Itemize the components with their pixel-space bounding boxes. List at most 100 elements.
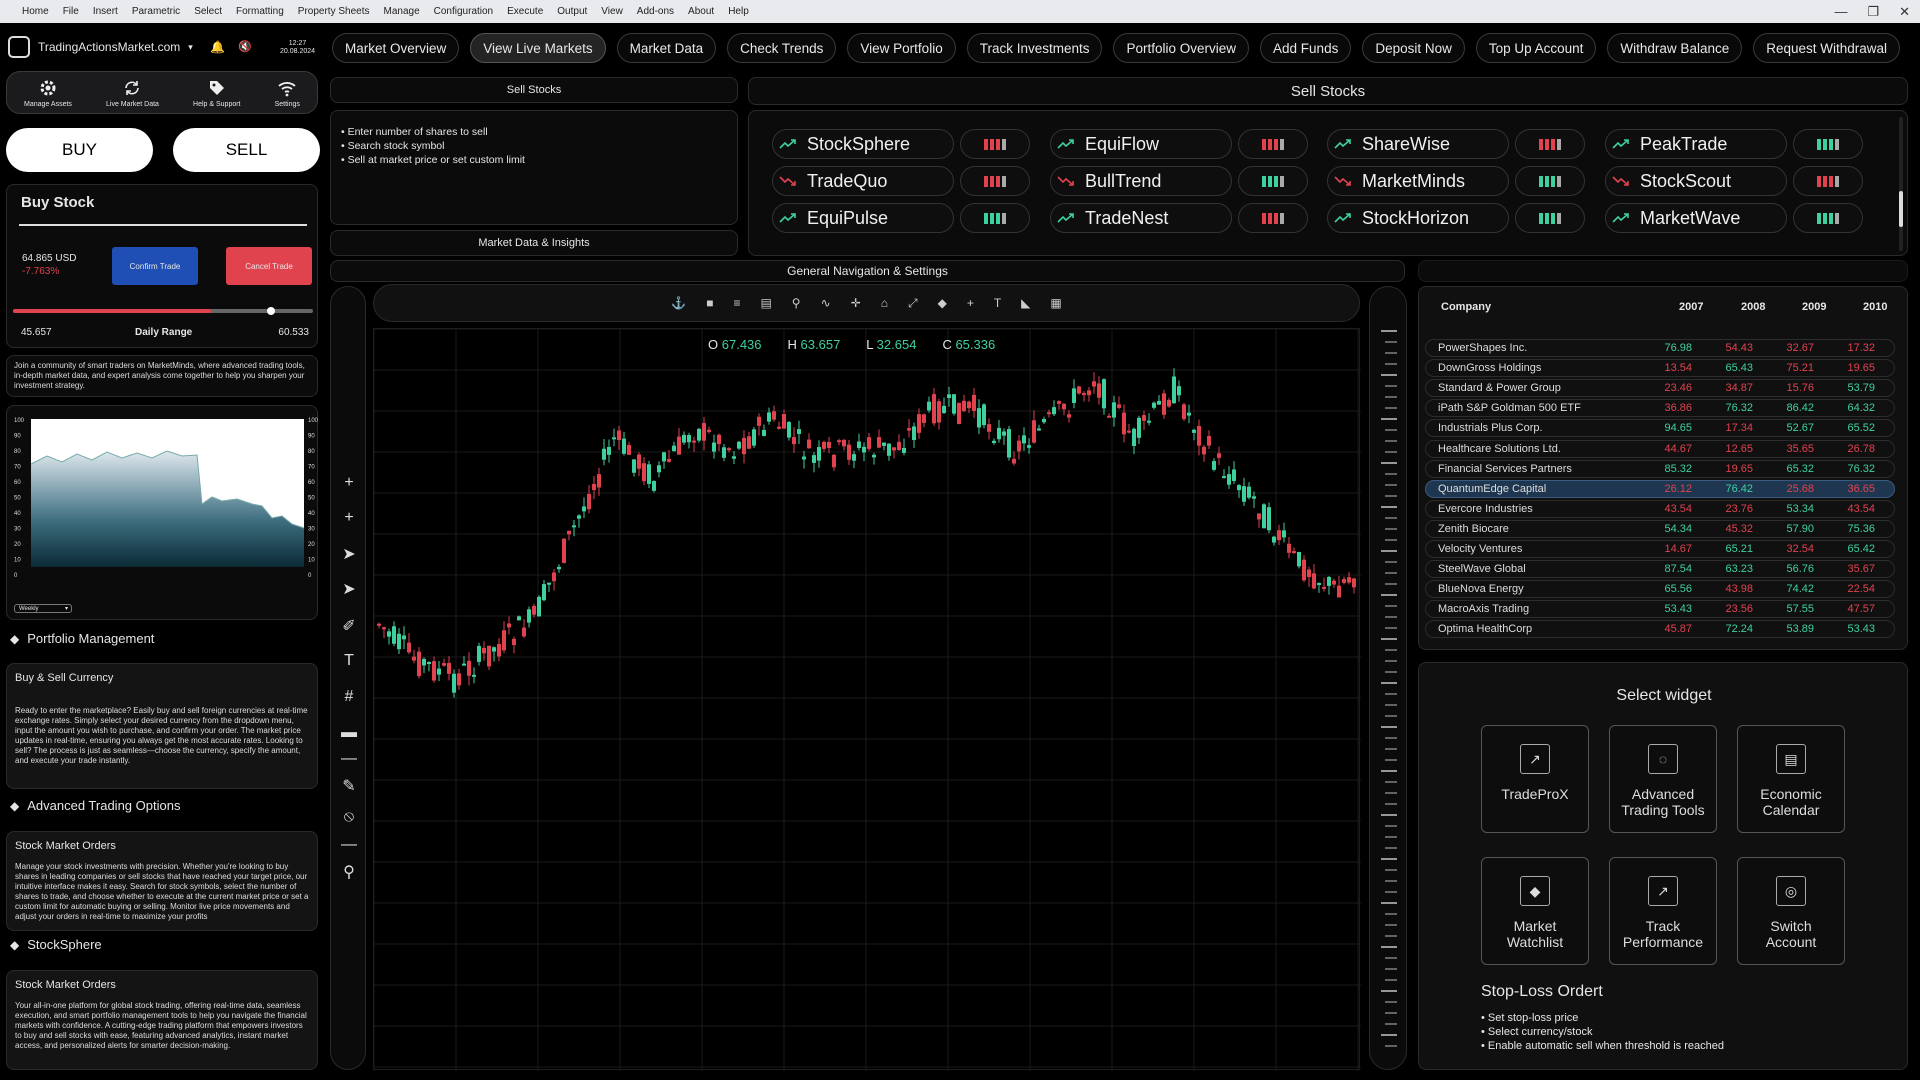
buy-button[interactable]: BUY — [6, 128, 153, 172]
lock-icon[interactable]: ⌂ — [880, 296, 888, 310]
table-row[interactable]: Evercore Industries 43.54 23.76 53.34 43.54 — [1425, 499, 1895, 518]
table-row[interactable]: SteelWave Global 87.54 63.23 56.76 35.67 — [1425, 560, 1895, 579]
plus-icon[interactable]: + — [344, 474, 354, 491]
table-row[interactable]: Optima HealthCorp 45.87 72.24 53.89 53.43 — [1425, 620, 1895, 639]
table-row[interactable]: Zenith Biocare 54.34 45.32 57.90 75.36 — [1425, 519, 1895, 538]
table-row[interactable]: Standard & Power Group 23.46 34.87 15.76 53.… — [1425, 379, 1895, 398]
table-header[interactable]: 2010 — [1863, 301, 1888, 313]
menu-item[interactable]: Formatting — [235, 6, 284, 17]
resize-icon[interactable]: ⤢ — [907, 295, 918, 310]
widget-tile[interactable]: ↗ Track Performance — [1609, 857, 1717, 965]
ticker-button[interactable]: BullTrend — [1050, 166, 1232, 196]
range-slider[interactable] — [13, 307, 313, 315]
nav-button[interactable]: View Live Markets — [470, 33, 606, 63]
crosshair-icon[interactable]: ✛ — [850, 296, 861, 310]
zoom-icon[interactable]: ⚲ — [343, 864, 355, 881]
menu-item[interactable]: About — [688, 6, 715, 17]
scrollbar[interactable] — [1899, 117, 1903, 251]
rect-icon[interactable]: ■ — [706, 296, 714, 310]
ruler-icon[interactable]: ▬ — [341, 724, 357, 741]
nav-button[interactable]: Withdraw Balance — [1607, 33, 1743, 63]
ticker-button[interactable]: TradeNest — [1050, 203, 1232, 233]
text-tool-icon[interactable]: T — [993, 296, 1002, 310]
table-row[interactable]: Velocity Ventures 14.67 65.21 32.54 65.42 — [1425, 540, 1895, 558]
table-row[interactable]: QuantumEdge Capital 26.12 76.42 25.68 36.65 — [1425, 479, 1895, 498]
range-knob[interactable] — [267, 307, 275, 315]
eraser-icon[interactable]: ✎ — [342, 778, 356, 795]
block-icon[interactable]: ⦸ — [343, 808, 355, 825]
line-icon[interactable]: — — [341, 750, 357, 767]
candlestick-chart[interactable]: O 67.436 H 63.657 L 32.654 C 65.336 — [373, 328, 1361, 1071]
menu-item[interactable]: Add-ons — [636, 6, 675, 17]
table-row[interactable]: Healthcare Solutions Ltd. 44.67 12.65 35.65… — [1425, 439, 1895, 458]
widget-tile[interactable]: ◌ Advanced Trading Tools — [1609, 725, 1717, 833]
nav-button[interactable]: Check Trends — [727, 33, 837, 63]
ticker-bars-button[interactable] — [1515, 129, 1585, 159]
menu-item[interactable]: Home — [22, 6, 49, 17]
menu-item[interactable]: File — [62, 6, 79, 17]
table-header[interactable]: 2007 — [1679, 301, 1704, 313]
ticker-bars-button[interactable] — [1793, 129, 1863, 159]
ticker-button[interactable]: TradeQuo — [772, 166, 954, 196]
cursor-icon[interactable]: ➤ — [342, 546, 356, 563]
help-support-button[interactable]: Help & Support — [193, 78, 241, 108]
nav-button[interactable]: Top Up Account — [1475, 33, 1597, 63]
section-header[interactable]: ◆ StockSphere — [10, 937, 102, 952]
curve-icon[interactable]: ∿ — [820, 296, 831, 310]
cross-icon[interactable]: + — [344, 509, 354, 526]
ticker-button[interactable]: MarketWave — [1605, 203, 1787, 233]
ticker-bars-button[interactable] — [1238, 129, 1308, 159]
table-row[interactable]: Industrials Plus Corp. 94.65 17.34 52.67 65.… — [1425, 419, 1895, 438]
ticker-bars-button[interactable] — [1238, 166, 1308, 196]
section-header[interactable]: ◆ Advanced Trading Options — [10, 798, 180, 813]
nav-button[interactable]: View Portfolio — [847, 33, 956, 63]
menu-item[interactable]: Output — [557, 6, 588, 17]
anchor-icon[interactable]: ⚓ — [671, 296, 687, 310]
ticker-button[interactable]: EquiPulse — [772, 203, 954, 233]
ticker-bars-button[interactable] — [1238, 203, 1308, 233]
ticker-bars-button[interactable] — [960, 203, 1030, 233]
grid-icon[interactable]: ▦ — [1050, 296, 1062, 310]
ticker-button[interactable]: StockHorizon — [1327, 203, 1509, 233]
manage-assets-button[interactable]: Manage Assets — [24, 78, 72, 108]
select-icon[interactable]: ◣ — [1021, 296, 1031, 310]
bell-icon[interactable]: 🔔 — [210, 40, 225, 54]
menu-item[interactable]: Manage — [383, 6, 420, 17]
nav-button[interactable]: Request Withdrawal — [1753, 33, 1901, 63]
mute-icon[interactable]: 🔇 — [238, 41, 252, 53]
nav-button[interactable]: Deposit Now — [1362, 33, 1465, 63]
table-row[interactable]: Financial Services Partners 85.32 19.65 65.… — [1425, 459, 1895, 478]
ticker-button[interactable]: StockScout — [1605, 166, 1787, 196]
widget-tile[interactable]: ↗ TradeProX — [1481, 725, 1589, 833]
minimize-icon[interactable]: — — [1834, 4, 1848, 19]
menu-item[interactable]: View — [601, 6, 623, 17]
table-row[interactable]: DownGross Holdings 13.54 65.43 75.21 19.65 — [1425, 359, 1895, 378]
menu-item[interactable]: Select — [194, 6, 222, 17]
ticker-button[interactable]: ShareWise — [1327, 129, 1509, 159]
ticker-bars-button[interactable] — [1793, 166, 1863, 196]
line-icon[interactable]: — — [341, 836, 357, 853]
nav-button[interactable]: Portfolio Overview — [1113, 33, 1250, 63]
shield-icon[interactable]: ◆ — [937, 296, 947, 310]
menu-item[interactable]: Help — [728, 6, 749, 17]
nav-button[interactable]: Track Investments — [966, 33, 1103, 63]
table-row[interactable]: BlueNova Energy 65.56 43.98 74.42 22.54 — [1425, 580, 1895, 599]
widget-tile[interactable]: ◎ Switch Account — [1737, 857, 1845, 965]
settings-button[interactable]: Settings — [275, 78, 300, 108]
ticker-bars-button[interactable] — [1793, 203, 1863, 233]
menu-item[interactable]: Configuration — [433, 6, 494, 17]
table-row[interactable]: PowerShapes Inc. 76.98 54.43 32.67 17.32 — [1425, 339, 1895, 357]
chevron-down-icon[interactable]: ▾ — [188, 41, 193, 52]
menu-item[interactable]: Insert — [92, 6, 118, 17]
confirm-trade-button[interactable]: Confirm Trade — [112, 247, 198, 285]
live-market-data-button[interactable]: Live Market Data — [106, 78, 159, 108]
ticker-button[interactable]: PeakTrade — [1605, 129, 1787, 159]
ticker-button[interactable]: EquiFlow — [1050, 129, 1232, 159]
table-row[interactable]: iPath S&P Goldman 500 ETF 36.86 76.32 86.42… — [1425, 399, 1895, 418]
list-icon[interactable]: ≡ — [733, 296, 741, 310]
scrollbar-thumb[interactable] — [1899, 191, 1903, 227]
ticker-button[interactable]: MarketMinds — [1327, 166, 1509, 196]
sell-button[interactable]: SELL — [173, 128, 320, 172]
table-header[interactable]: 2008 — [1741, 301, 1766, 313]
nav-button[interactable]: Market Data — [616, 33, 717, 63]
